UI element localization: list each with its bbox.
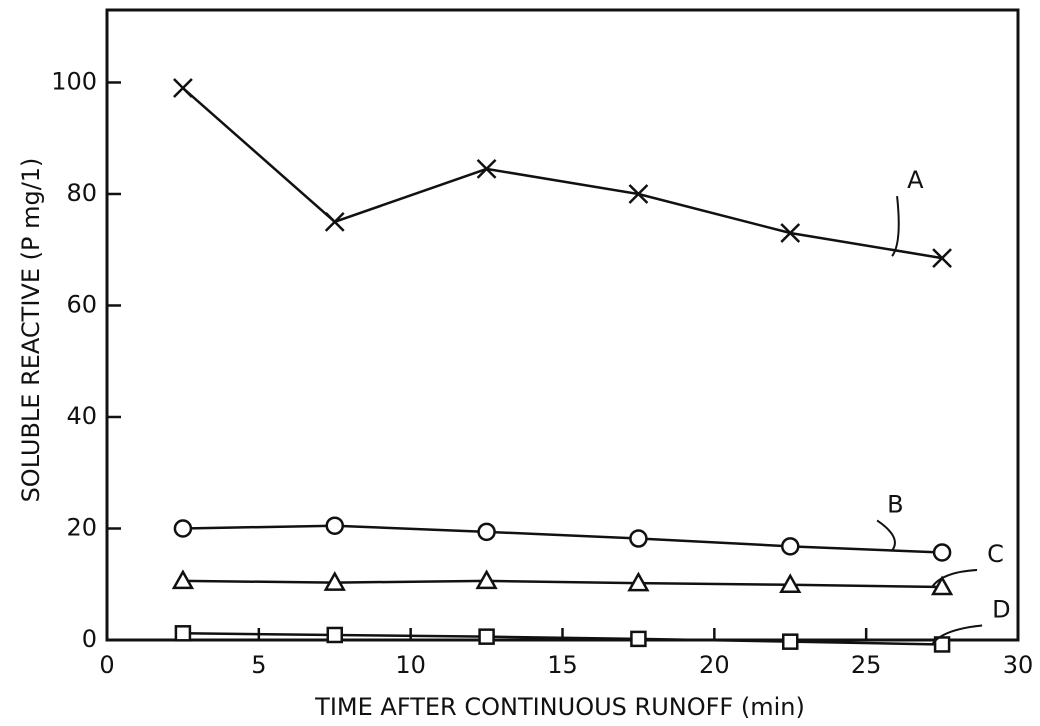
- marker: [173, 78, 193, 98]
- y-tick-label: 100: [51, 67, 97, 95]
- marker: [173, 519, 193, 538]
- marker: [325, 516, 344, 535]
- leader-line: [891, 195, 900, 257]
- marker: [174, 625, 192, 642]
- marker: [476, 159, 497, 179]
- marker: [477, 522, 496, 542]
- marker: [630, 630, 647, 648]
- x-tick-label: 10: [395, 651, 426, 679]
- marker: [930, 575, 954, 596]
- series-label: C: [987, 540, 1004, 568]
- marker: [932, 248, 952, 268]
- y-axis-label: SOLUBLE REACTIVE (P mg/1): [17, 158, 45, 503]
- marker: [932, 543, 952, 562]
- x-tick-label: 20: [699, 651, 730, 679]
- x-tick-label: 25: [851, 651, 882, 679]
- marker: [779, 573, 802, 594]
- marker: [475, 569, 498, 590]
- marker: [781, 537, 800, 556]
- marker: [628, 184, 649, 204]
- marker: [782, 633, 799, 650]
- y-tick-label: 60: [66, 290, 97, 318]
- series-label: D: [992, 595, 1010, 623]
- marker: [780, 223, 801, 243]
- marker: [323, 571, 346, 591]
- y-tick-label: 20: [66, 513, 97, 541]
- leader-line: [931, 624, 983, 646]
- x-tick-label: 30: [1003, 651, 1034, 679]
- series-label: A: [907, 166, 924, 194]
- x-tick-label: 15: [547, 651, 578, 679]
- y-tick-label: 0: [82, 625, 97, 653]
- marker: [324, 211, 345, 232]
- series-line: [182, 579, 943, 589]
- series-line: [182, 87, 943, 260]
- leader-line: [931, 569, 978, 588]
- series-label: B: [887, 490, 903, 518]
- marker: [629, 529, 648, 548]
- y-tick-label: 40: [66, 402, 97, 430]
- marker: [627, 571, 650, 592]
- series-line: [182, 632, 943, 646]
- marker: [326, 626, 343, 644]
- y-tick-label: 80: [66, 179, 97, 207]
- marker: [933, 636, 951, 653]
- leader-line: [876, 519, 896, 552]
- x-axis-label: TIME AFTER CONTINUOUS RUNOFF (min): [314, 693, 805, 721]
- x-tick-label: 0: [99, 651, 114, 679]
- marker: [171, 569, 195, 590]
- plot-frame: [105, 8, 1020, 642]
- series-line: [182, 524, 943, 554]
- marker: [478, 628, 495, 645]
- x-tick-label: 5: [251, 651, 266, 679]
